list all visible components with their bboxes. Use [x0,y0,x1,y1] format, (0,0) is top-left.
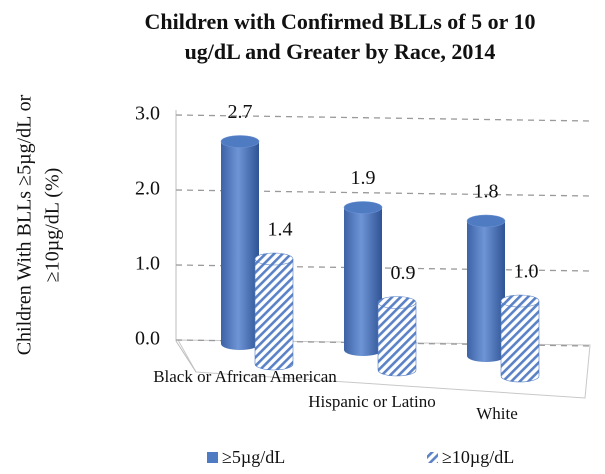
bar-body [377,302,417,377]
grid-line [175,114,591,122]
bar [254,252,294,371]
bar-body [500,300,540,383]
legend-label: ≥10µg/dL [442,447,514,467]
bar [343,201,383,356]
chart-title: ug/dL and Greater by Race, 2014 [185,39,496,64]
chart-title: Children with Confirmed BLLs of 5 or 10 [145,9,536,34]
legend-label: ≥5µg/dL [222,447,285,467]
bar-top [500,294,540,308]
x-tick-label: Black or African American [153,367,337,386]
value-label: 1.9 [351,167,376,189]
bar-top [254,252,294,266]
value-label: 1.0 [514,261,539,283]
value-label: 2.7 [228,101,253,123]
legend-swatch [207,452,218,463]
bar-body [467,221,505,362]
bar [377,296,417,377]
value-label: 0.9 [391,262,416,284]
x-tick-label: Hispanic or Latino [308,392,435,411]
bar [466,214,506,362]
bar-body [221,141,259,350]
value-label: 1.4 [268,219,293,241]
y-axis-title: Children With BLLs ≥5µg/dL or [14,94,36,355]
y-tick-label: 1.0 [135,253,160,275]
x-tick-label: White [476,404,518,423]
bar-top [343,201,383,214]
bar [500,294,540,383]
y-tick-label: 3.0 [135,103,160,125]
bar-top [377,296,417,309]
bar-top [220,135,260,148]
y-tick-label: 0.0 [135,328,160,350]
value-label: 1.8 [474,181,499,203]
bar-body [254,258,294,371]
bar-top [466,214,506,228]
bar [220,135,260,350]
y-axis-title: ≥10µg/dL (%) [42,168,64,283]
axis-edge [175,340,197,373]
legend-swatch [427,452,438,463]
bar-body [344,207,382,356]
y-tick-label: 2.0 [135,178,160,200]
